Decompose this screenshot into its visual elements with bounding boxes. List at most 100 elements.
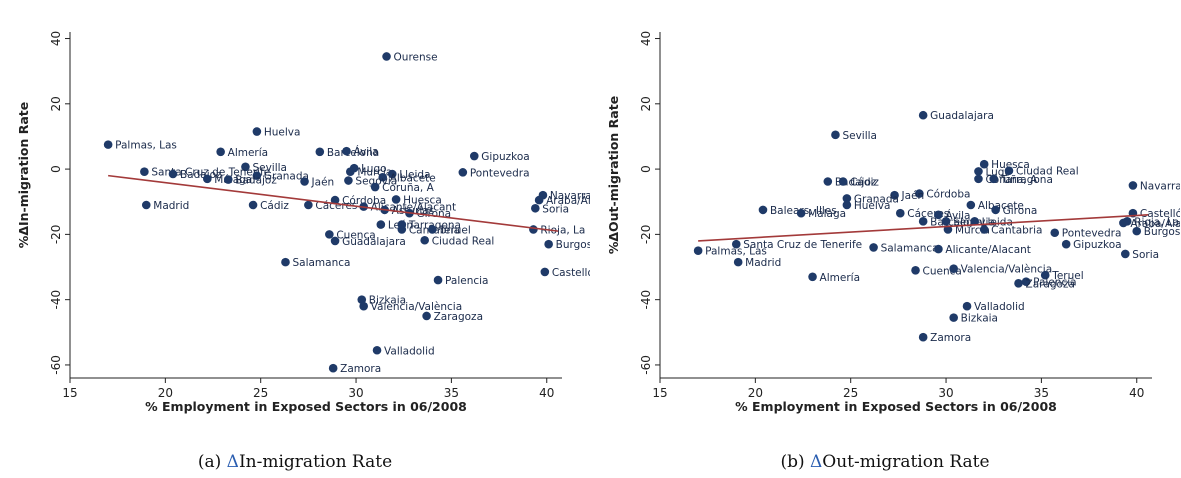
caption-out-migration: (b) ΔOut-migration Rate (590, 452, 1180, 472)
y-tick-label: 20 (639, 96, 653, 111)
data-point (974, 167, 983, 176)
data-point (915, 189, 924, 198)
data-point (391, 195, 401, 204)
point-label: Lleida (399, 169, 430, 181)
y-axis-title: %ΔIn-migration Rate (16, 102, 31, 248)
data-point (1021, 277, 1031, 287)
data-point (962, 301, 972, 311)
point-label: Santa Cruz de Tenerife (743, 239, 862, 251)
data-point (1061, 239, 1071, 249)
y-tick-label: 0 (639, 165, 653, 173)
data-point (325, 230, 334, 239)
point-label: Teruel (438, 224, 470, 236)
data-point (991, 205, 1000, 215)
data-point (949, 313, 958, 322)
point-label: Pontevedra (470, 167, 530, 179)
point-label: Segovia (355, 176, 397, 188)
data-point (357, 295, 367, 304)
point-label: Palmas, Las (115, 140, 177, 152)
data-point (796, 208, 806, 218)
point-label: Tarragona (1000, 174, 1053, 186)
data-point (328, 363, 338, 373)
x-tick-label: 25 (843, 386, 858, 400)
y-tick-label: 40 (49, 31, 63, 46)
point-label: Bizkaia (961, 313, 998, 325)
point-label: Sevilla (842, 130, 877, 142)
x-axis-title: % Employment in Exposed Sectors in 06/20… (735, 399, 1057, 414)
data-point (382, 52, 391, 61)
data-point (918, 332, 928, 342)
point-label: Soria (1132, 249, 1159, 261)
caption-delta: Δ (226, 452, 239, 472)
data-point (330, 195, 340, 205)
x-tick-label: 40 (1129, 386, 1144, 400)
x-tick-label: 30 (938, 386, 953, 400)
point-label: Salamanca (881, 242, 939, 254)
data-point (378, 172, 388, 182)
data-point (387, 169, 397, 179)
caption-prefix: (b) (780, 452, 805, 472)
point-label: Cantabria (991, 224, 1042, 236)
data-point (370, 182, 380, 192)
data-point (531, 203, 540, 213)
point-label: Ourense (394, 51, 438, 63)
point-label: Bizkaia (369, 295, 406, 307)
point-label: Granada (264, 171, 309, 183)
point-label: Málaga (808, 208, 846, 220)
caption-delta: Δ (810, 452, 823, 472)
point-label: Araba/Álava (1130, 217, 1180, 230)
data-point (918, 217, 928, 226)
data-point (534, 195, 544, 205)
data-point (731, 239, 741, 249)
data-point (248, 200, 258, 210)
data-point (216, 147, 225, 157)
data-point (831, 130, 840, 140)
data-point (842, 200, 852, 210)
data-point (252, 127, 262, 136)
point-label: Soria (542, 203, 569, 215)
data-point (869, 243, 878, 252)
x-tick-label: 35 (1034, 386, 1049, 400)
point-label: Ciudad Real (432, 235, 495, 247)
point-label: Zamora (930, 332, 971, 344)
data-point (241, 162, 250, 172)
x-tick-label: 25 (253, 386, 268, 400)
data-point (168, 169, 178, 179)
point-label: Albacete (390, 172, 436, 184)
data-point (970, 217, 979, 226)
data-point (529, 225, 538, 234)
point-label: Girona (1003, 205, 1038, 217)
data-point (304, 200, 313, 210)
scatter-chart-in-migration: 15 20 25 30 35 40 40 20 0 -20 -40 -60 % Employment i… (16, 31, 590, 414)
point-label: Valencia/València (961, 264, 1052, 276)
scatter-chart-out-migration: 15 20 25 30 35 40 40 20 0 -20 -40 -60 % Employment i… (606, 31, 1180, 414)
data-point (103, 140, 113, 149)
point-label: Navarra (1140, 180, 1180, 192)
data-point (823, 177, 833, 186)
point-label: Ciudad Real (1016, 166, 1079, 178)
data-point (420, 235, 429, 245)
point-label: Santa Cruz de Tenerife (151, 167, 270, 179)
point-label: Valladolid (384, 345, 435, 357)
fitted-line (698, 213, 1149, 242)
point-label: Gipuzkoa (481, 151, 529, 163)
y-tick-label: -20 (639, 225, 653, 245)
point-label: Cádiz (260, 200, 289, 212)
data-point (979, 159, 989, 169)
point-label: Jaén (901, 190, 925, 202)
point-label: Coruña, A (382, 182, 434, 194)
data-point (140, 167, 149, 177)
y-tick-label: -60 (639, 355, 653, 375)
data-point (359, 301, 368, 311)
data-point (141, 200, 151, 210)
data-point (346, 167, 355, 177)
point-label: Rioja, La (540, 224, 585, 236)
point-label: Araba/Álava (546, 194, 590, 207)
data-point (428, 225, 437, 234)
point-label: Ávila (945, 209, 970, 222)
data-point (315, 147, 325, 157)
data-point (397, 225, 407, 234)
point-label: Castellón/Castelló (1140, 208, 1180, 220)
data-point (469, 151, 479, 161)
data-point (1128, 181, 1138, 190)
